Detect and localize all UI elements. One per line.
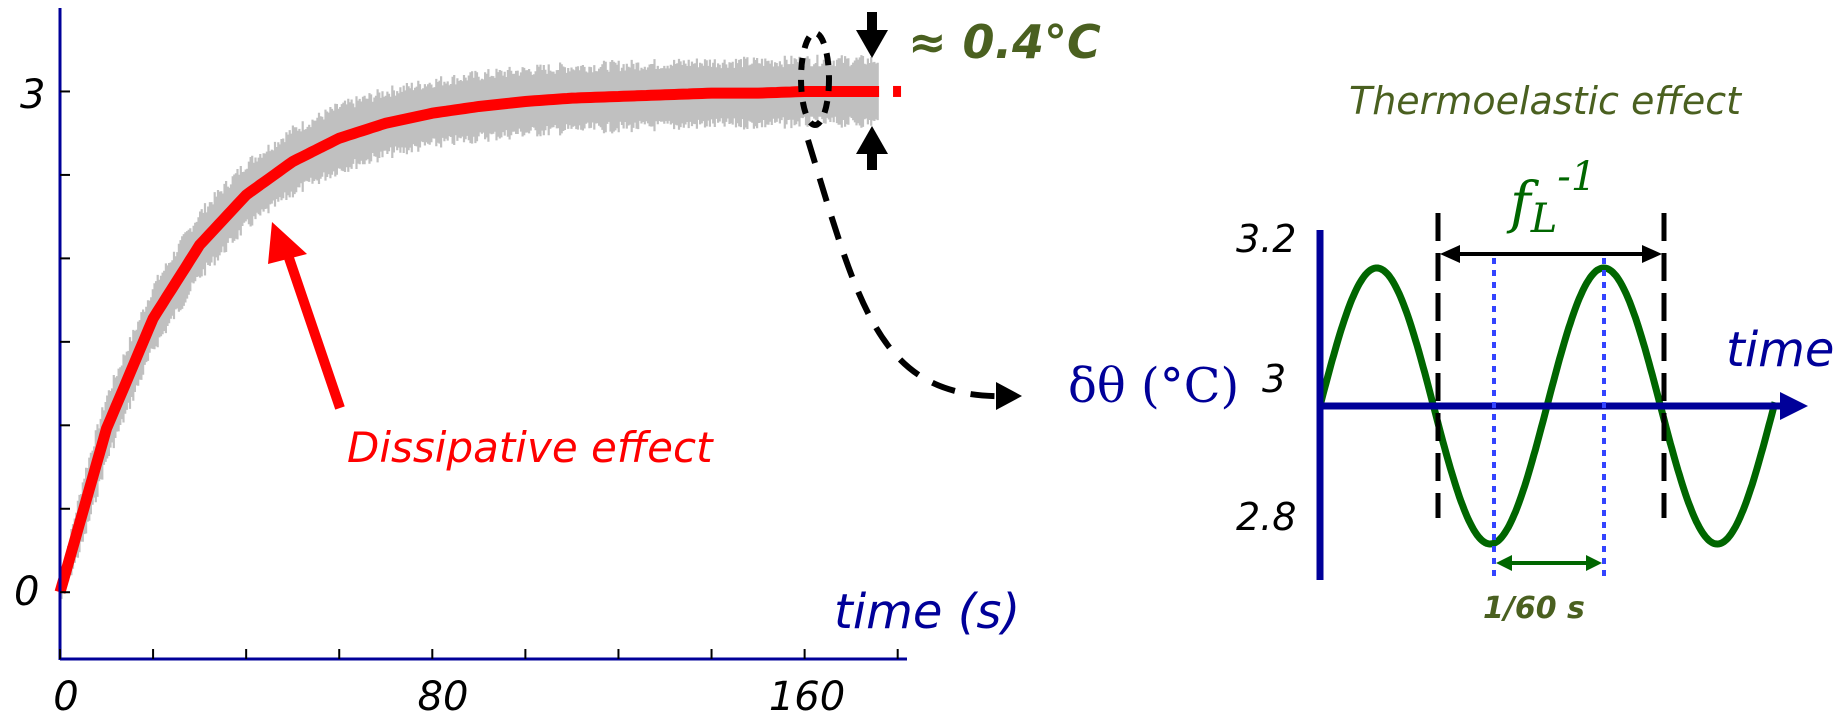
x-axis-title: time (s) — [834, 584, 1020, 640]
amplitude-arrow-top-head — [856, 30, 888, 58]
inset-chart: Thermoelastic effect δθ (°C) 3.2 3 2.8 t… — [1068, 79, 1834, 626]
y-tick-marks — [60, 90, 70, 594]
x-tick-label-80: 80 — [418, 674, 469, 714]
dissipative-label: Dissipative effect — [347, 423, 714, 472]
half-period-arrow-head-right — [1586, 555, 1602, 571]
dissipative-arrow-shaft — [284, 256, 345, 410]
inset-x-axis-title: time — [1726, 322, 1834, 378]
y-tick-label-0: 0 — [14, 569, 39, 615]
y-tick-label-3: 3 — [20, 72, 45, 118]
inset-y-axis-title: δθ (°C) — [1068, 358, 1239, 414]
zoom-connector-arrow-head — [996, 382, 1022, 410]
dissipative-curve — [54, 86, 880, 594]
inset-title: Thermoelastic effect — [1349, 79, 1743, 123]
inset-y-tick-2.8: 2.8 — [1236, 495, 1296, 539]
amplitude-arrow-bottom-head — [856, 126, 888, 154]
period-arrow-head-right — [1642, 245, 1662, 263]
curve-end-marker — [893, 85, 902, 97]
inset-y-tick-3: 3 — [1262, 357, 1286, 401]
noise-band-strokes — [58, 54, 879, 603]
x-tick-label-160: 160 — [769, 674, 845, 714]
x-tick-marks — [59, 649, 899, 659]
dissipative-arrow-head — [268, 222, 307, 264]
main-chart: 0 80 160 3 0 time (s) Dissipative effect… — [14, 8, 1101, 714]
half-period-arrow-head-left — [1496, 555, 1512, 571]
x-tick-label-0: 0 — [53, 674, 78, 714]
zoom-connector-arrow — [805, 139, 1009, 400]
period-arrow-head-left — [1440, 245, 1460, 263]
noise-band — [58, 54, 879, 603]
inset-x-axis-arrow-head — [1780, 392, 1808, 420]
half-period-label: 1/60 s — [1483, 591, 1585, 626]
amplitude-selection-ellipse — [798, 30, 832, 128]
amplitude-label: ≈ 0.4°C — [908, 15, 1101, 69]
inset-y-tick-3.2: 3.2 — [1236, 217, 1296, 261]
frequency-label: fL-1 — [1506, 154, 1596, 242]
